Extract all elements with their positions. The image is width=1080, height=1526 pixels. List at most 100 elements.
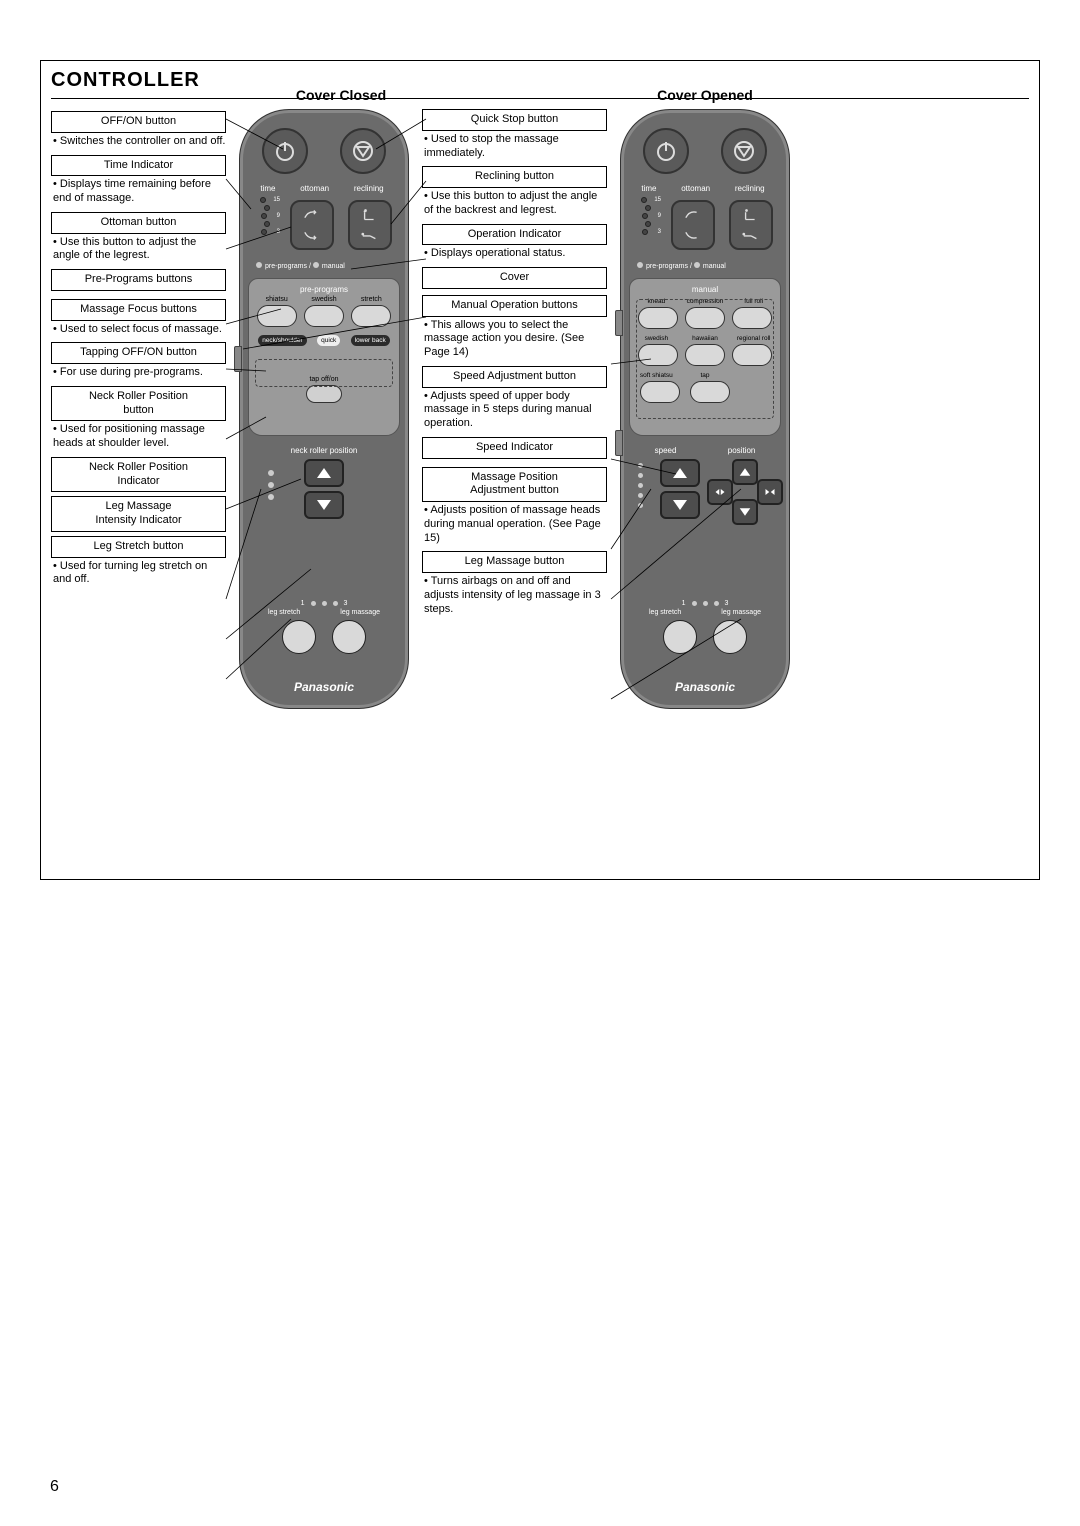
tapping-off-on-button[interactable] bbox=[306, 385, 342, 403]
ottoman-button[interactable] bbox=[290, 200, 334, 250]
leg-stretch-label: leg stretch bbox=[268, 609, 300, 616]
desc-massage-pos: Adjusts position of massage heads during… bbox=[422, 502, 607, 551]
reclining-button-2[interactable] bbox=[729, 200, 773, 250]
manual-dashed-group bbox=[636, 299, 774, 419]
label-massage-pos: Massage Position Adjustment button bbox=[422, 467, 607, 503]
brand-logo-2: Panasonic bbox=[621, 680, 789, 694]
desc-manual-ops: This allows you to select the massage ac… bbox=[422, 317, 607, 366]
desc-tapping: For use during pre-programs. bbox=[51, 364, 226, 386]
neck-roller-header: neck roller position bbox=[248, 446, 400, 455]
label-tapping: Tapping OFF/ON button bbox=[51, 342, 226, 364]
desc-neck-roller-btn: Used for positioning massage heads at sh… bbox=[51, 421, 226, 457]
cover-closed-heading: Cover Closed bbox=[261, 87, 421, 103]
power-button-2[interactable] bbox=[643, 128, 689, 174]
remote-closed: time ottoman reclining 15 9 3 bbox=[239, 109, 409, 709]
cover-tab-3[interactable] bbox=[615, 430, 623, 456]
desc-time-indicator: Displays time remaining before end of ma… bbox=[51, 176, 226, 212]
desc-op-indicator: Displays operational status. bbox=[422, 245, 607, 267]
remote-opened-column: Cover Opened time ottoman reclining 15 9 bbox=[615, 109, 795, 849]
desc-leg-massage: Turns airbags on and off and adjusts int… bbox=[422, 573, 607, 622]
ottoman-button-2[interactable] bbox=[671, 200, 715, 250]
cover-opened-heading: Cover Opened bbox=[615, 87, 795, 103]
speed-position-block: speed position bbox=[629, 446, 781, 542]
power-button[interactable] bbox=[262, 128, 308, 174]
speed-label: speed bbox=[655, 446, 677, 455]
remote-opened: time ottoman reclining 15 9 3 bbox=[620, 109, 790, 709]
label-op-indicator: Operation Indicator bbox=[422, 224, 607, 246]
operation-indicator-2: pre-programs / manual bbox=[631, 262, 779, 270]
preprograms-panel: pre-programs shiatsu swedish stretch nec… bbox=[248, 278, 400, 436]
label-manual-ops: Manual Operation buttons bbox=[422, 295, 607, 317]
reclining-label: reclining bbox=[354, 184, 384, 193]
leg-block: 13 leg stretchleg massage bbox=[248, 600, 400, 654]
label-speed-adj: Speed Adjustment button bbox=[422, 366, 607, 388]
desc-leg-stretch: Used for turning leg stretch on and off. bbox=[51, 558, 226, 594]
brand-logo: Panasonic bbox=[240, 680, 408, 694]
preprogram-stretch-button[interactable] bbox=[351, 305, 391, 327]
section-title: CONTROLLER bbox=[51, 69, 1029, 92]
speed-down-button[interactable] bbox=[660, 491, 700, 519]
desc-ottoman: Use this button to adjust the angle of t… bbox=[51, 234, 226, 270]
label-neck-roller-ind: Neck Roller Position Indicator bbox=[51, 457, 226, 493]
neck-down-button[interactable] bbox=[304, 491, 344, 519]
reclining-button[interactable] bbox=[348, 200, 392, 250]
neck-roller-indicator bbox=[268, 470, 274, 500]
manual-panel: manual knead compression full roll swedi… bbox=[629, 278, 781, 436]
leg-stretch-button[interactable] bbox=[282, 620, 316, 654]
position-control bbox=[717, 459, 773, 525]
label-leg-intensity-ind: Leg Massage Intensity Indicator bbox=[51, 496, 226, 532]
leg-massage-label: leg massage bbox=[340, 609, 380, 616]
label-reclining: Reclining button bbox=[422, 166, 607, 188]
label-off-on: OFF/ON button bbox=[51, 111, 226, 133]
label-speed-ind: Speed Indicator bbox=[422, 437, 607, 459]
quick-stop-button[interactable] bbox=[340, 128, 386, 174]
time-label: time bbox=[260, 184, 275, 193]
neck-up-button[interactable] bbox=[304, 459, 344, 487]
leg-massage-button[interactable] bbox=[332, 620, 366, 654]
label-time-indicator: Time Indicator bbox=[51, 155, 226, 177]
focus-neck-shoulder-button[interactable]: neck/shoulder bbox=[258, 335, 306, 346]
position-down-button[interactable] bbox=[732, 499, 758, 525]
label-quick-stop: Quick Stop button bbox=[422, 109, 607, 131]
desc-off-on: Switches the controller on and off. bbox=[51, 133, 226, 155]
leg-block-2: 13 leg stretchleg massage bbox=[629, 600, 781, 654]
position-out-button[interactable] bbox=[757, 479, 783, 505]
speed-indicator bbox=[638, 463, 643, 508]
cover-tab[interactable] bbox=[234, 346, 242, 372]
desc-focus: Used to select focus of massage. bbox=[51, 321, 226, 343]
operation-indicator: pre-programs / manual bbox=[250, 262, 398, 270]
leg-massage-button-2[interactable] bbox=[713, 620, 747, 654]
manual-header: manual bbox=[634, 285, 776, 294]
right-labels-column: Quick Stop button Used to stop the massa… bbox=[422, 109, 607, 849]
label-leg-stretch: Leg Stretch button bbox=[51, 536, 226, 558]
label-neck-roller-btn: Neck Roller Position button bbox=[51, 386, 226, 422]
position-in-button[interactable] bbox=[707, 479, 733, 505]
desc-reclining: Use this button to adjust the angle of t… bbox=[422, 188, 607, 224]
remote-closed-column: time ottoman reclining 15 9 3 bbox=[234, 109, 414, 849]
label-ottoman: Ottoman button bbox=[51, 212, 226, 234]
label-cover: Cover bbox=[422, 267, 607, 289]
label-preprograms: Pre-Programs buttons bbox=[51, 269, 226, 291]
preprogram-swedish-button[interactable] bbox=[304, 305, 344, 327]
label-leg-massage: Leg Massage button bbox=[422, 551, 607, 573]
focus-lower-back-button[interactable]: lower back bbox=[351, 335, 390, 346]
preprogram-shiatsu-button[interactable] bbox=[257, 305, 297, 327]
preprograms-header: pre-programs bbox=[253, 285, 395, 294]
cover-tab-2[interactable] bbox=[615, 310, 623, 336]
speed-up-button[interactable] bbox=[660, 459, 700, 487]
desc-speed-adj: Adjusts speed of upper body massage in 5… bbox=[422, 388, 607, 437]
focus-quick-button[interactable]: quick bbox=[317, 335, 340, 346]
position-label: position bbox=[728, 446, 756, 455]
neck-roller-block: neck roller position bbox=[248, 446, 400, 536]
time-indicator-2: 15 9 3 bbox=[635, 196, 661, 236]
position-up-button[interactable] bbox=[732, 459, 758, 485]
label-focus: Massage Focus buttons bbox=[51, 299, 226, 321]
leg-stretch-button-2[interactable] bbox=[663, 620, 697, 654]
divider bbox=[51, 98, 1029, 99]
page-number: 6 bbox=[50, 1478, 59, 1496]
focus-dashed-group bbox=[255, 359, 393, 387]
desc-quick-stop: Used to stop the massage immediately. bbox=[422, 131, 607, 167]
left-labels-column: Cover Closed OFF/ON button Switches the … bbox=[51, 109, 226, 849]
quick-stop-button-2[interactable] bbox=[721, 128, 767, 174]
time-indicator: 15 9 3 bbox=[254, 196, 280, 236]
